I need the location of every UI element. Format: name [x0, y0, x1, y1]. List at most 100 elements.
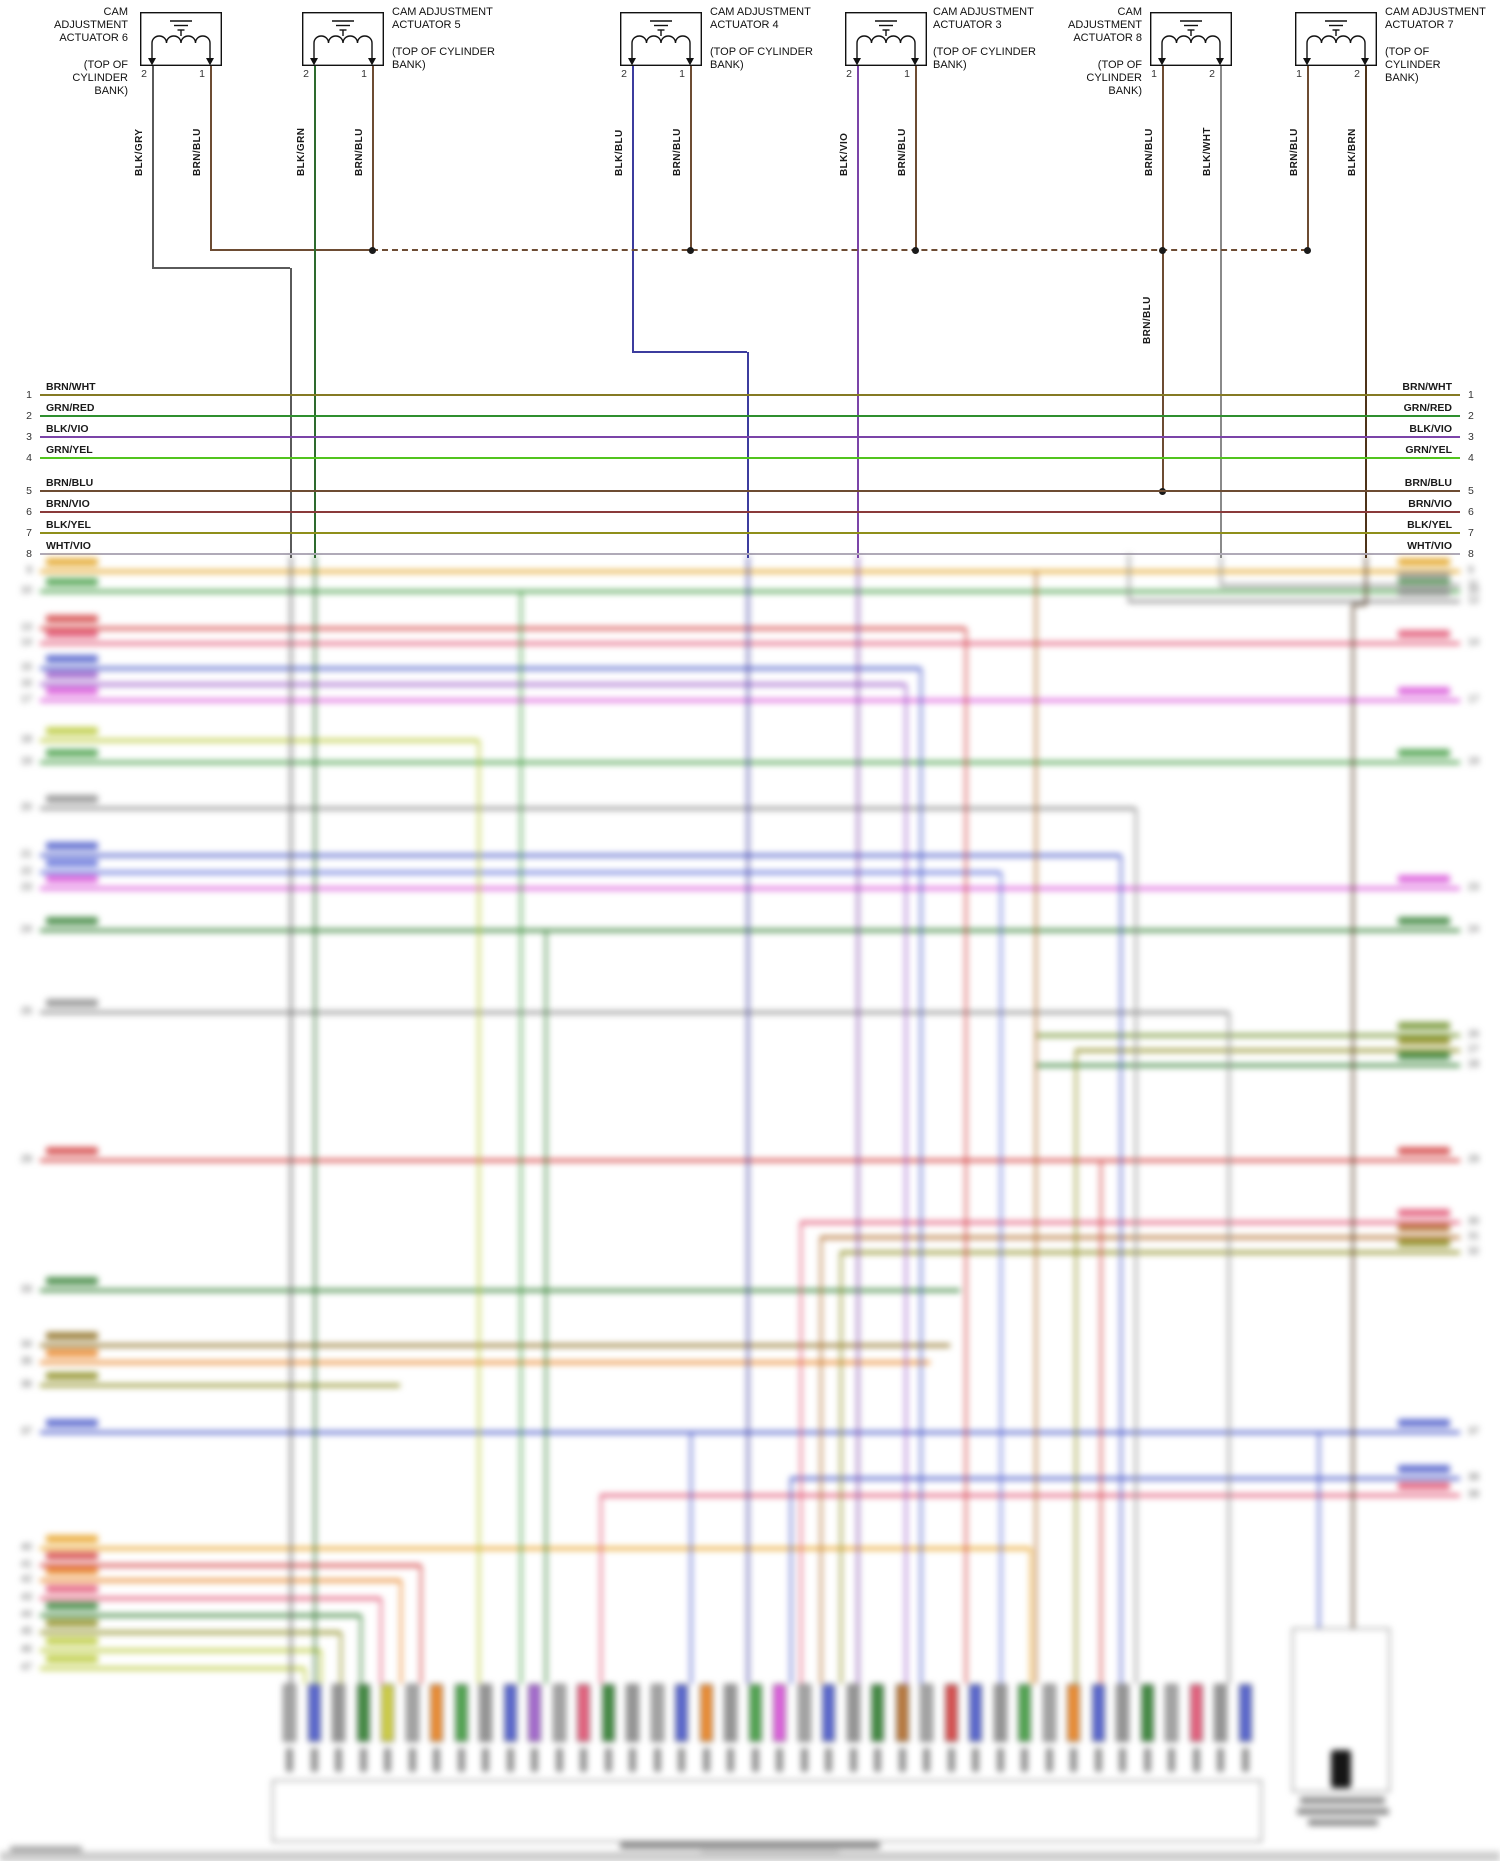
wire-row-line — [40, 415, 1460, 417]
wire-segment — [965, 628, 967, 1684]
horizontal-scrollbar[interactable] — [0, 1852, 1500, 1861]
wire-row-line — [40, 436, 1460, 438]
row-number-left: 23 — [20, 882, 32, 893]
row-number-left: 18 — [20, 734, 32, 745]
wire-label-left-blurred — [46, 727, 98, 735]
connector-pin-label-blurred — [286, 1748, 293, 1772]
wire-label-left-blurred — [46, 859, 98, 867]
wire-row-line — [40, 1010, 1228, 1014]
row-number-right: 10 — [1468, 585, 1480, 596]
actuator-pin-number: 2 — [1209, 68, 1215, 80]
wire-row-line — [40, 641, 1460, 645]
row-number-left: 2 — [26, 410, 32, 422]
cam-actuator-title: CAM ADJUSTMENT ACTUATOR 6 — [54, 6, 128, 44]
wire-row-line — [40, 1563, 420, 1567]
row-number-left: 3 — [26, 431, 32, 443]
connector-pin — [503, 1684, 517, 1742]
solenoid-coil-icon — [619, 11, 702, 66]
wire-row-line — [40, 928, 1460, 932]
wire-label-left-blurred — [46, 749, 98, 757]
wire-label-left-blurred — [46, 875, 98, 883]
junction-dot — [911, 246, 919, 254]
wire-segment — [920, 668, 922, 1684]
wire-label-right-blurred — [1398, 1022, 1450, 1030]
row-number-right: 37 — [1468, 1426, 1480, 1437]
row-number-left: 9 — [26, 565, 32, 576]
wire-row-line — [40, 853, 1120, 857]
wire-row-line — [40, 1360, 930, 1364]
cam-actuator-subtitle: (TOP OF CYLINDER BANK) — [72, 59, 128, 97]
wire-segment — [840, 1252, 842, 1684]
wire-row-line — [40, 1546, 1030, 1550]
wire-row-line — [40, 1596, 380, 1600]
connector-pin — [577, 1684, 590, 1742]
cam-actuator-title: CAM ADJUSTMENT ACTUATOR 4 — [710, 6, 811, 31]
connector-pin-label-blurred — [776, 1748, 783, 1772]
row-number-right: 8 — [1468, 548, 1474, 560]
wire-label-left: BLK/VIO — [46, 423, 89, 435]
junction-dot — [1158, 246, 1166, 254]
cam-actuator-title: CAM ADJUSTMENT ACTUATOR 7 — [1385, 6, 1486, 31]
row-number-right: 12 — [1468, 595, 1480, 606]
wire-row-line — [40, 511, 1460, 513]
connector-pin-label-blurred — [1168, 1748, 1175, 1772]
connector-pin-label-blurred — [384, 1748, 391, 1772]
row-number-left: 41 — [20, 1559, 32, 1570]
wire-segment — [1035, 571, 1037, 1684]
wire-label-left-blurred — [46, 917, 98, 925]
solenoid-coil-icon — [139, 11, 222, 66]
brn-blu-bus-line — [372, 249, 1307, 251]
wire-segment — [152, 66, 154, 268]
wire-segment — [314, 556, 316, 1684]
wire-row-line — [40, 532, 1460, 534]
connector-pin — [1116, 1684, 1129, 1742]
connector-pin — [552, 1684, 566, 1742]
wire-label-right-blurred — [1398, 1147, 1450, 1155]
cam-actuator-4-symbol — [619, 11, 702, 66]
cam-actuator-title: CAM ADJUSTMENT ACTUATOR 3 — [933, 6, 1034, 31]
row-number-left: 15 — [20, 662, 32, 673]
row-number-right: 26 — [1468, 1029, 1480, 1040]
connector-pin-label-blurred — [506, 1748, 514, 1772]
wire-segment — [905, 684, 907, 1684]
row-number-left: 6 — [26, 506, 32, 518]
wire-label-left-blurred — [46, 1655, 98, 1663]
connector-pin-label-blurred — [457, 1748, 465, 1772]
row-number-right: 39 — [1468, 1489, 1480, 1500]
row-number-left: 5 — [26, 485, 32, 497]
row-number-right: 19 — [1468, 756, 1480, 767]
wire-label-left-blurred — [46, 842, 98, 850]
wire-label-left-blurred — [46, 671, 98, 679]
wire-segment — [400, 1580, 402, 1684]
wire-label-left-blurred — [46, 795, 98, 803]
wire-label-right: BRN/BLU — [1404, 477, 1452, 489]
wire-segment — [420, 1565, 422, 1684]
wire-label-right-blurred — [1398, 875, 1450, 883]
connector-pin — [283, 1684, 296, 1742]
wire-row-line — [40, 1578, 400, 1582]
wire-segment — [1030, 1548, 1032, 1684]
cam-actuator-title: CAM ADJUSTMENT ACTUATOR 5 — [392, 6, 493, 31]
row-number-left: 21 — [20, 849, 32, 860]
wire-segment — [1352, 605, 1354, 1628]
connector-pin-label-blurred — [433, 1748, 440, 1772]
connector-pin — [969, 1684, 982, 1742]
connector-pin — [748, 1684, 762, 1742]
wire-row-line — [40, 553, 1460, 555]
row-number-right: 30 — [1468, 1216, 1480, 1227]
wire-segment — [1128, 554, 1130, 601]
row-number-left: 7 — [26, 527, 32, 539]
wire-row-line — [40, 1343, 950, 1347]
wire-row-line — [40, 1630, 340, 1634]
wire-label-right-blurred — [1398, 630, 1450, 638]
solenoid-coil-icon — [1294, 11, 1377, 66]
row-number-left: 19 — [20, 756, 32, 767]
wire-label-left-blurred — [46, 630, 98, 638]
wire-label-left-blurred — [46, 1619, 98, 1627]
side-component-terminal — [1331, 1750, 1351, 1788]
row-number-left: 29 — [20, 1154, 32, 1165]
wire-label-left-blurred — [46, 578, 98, 586]
